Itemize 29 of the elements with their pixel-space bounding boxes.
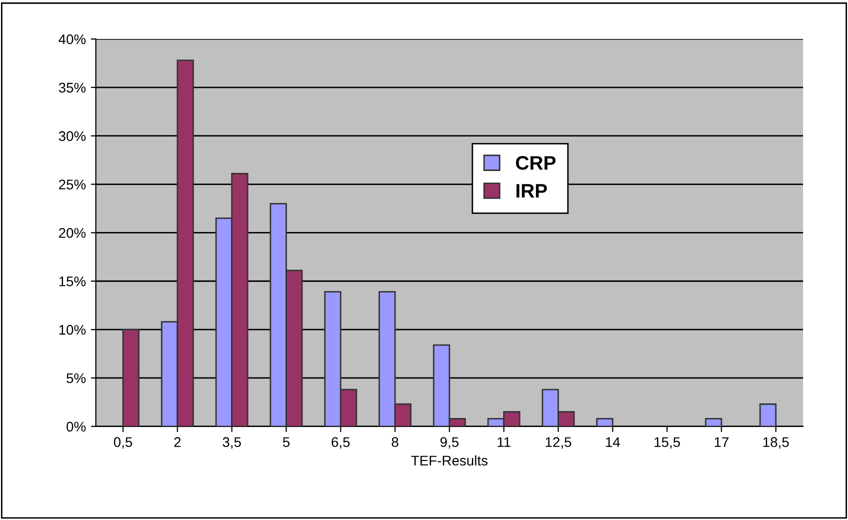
x-tick-label: 3,5 <box>222 437 241 449</box>
x-tick-label: 5 <box>282 437 290 448</box>
x-tick-label: 0,5 <box>114 437 132 449</box>
x-tick-label: 15,5 <box>654 437 680 449</box>
bar <box>759 403 777 426</box>
y-tick-label: 20% <box>59 228 86 238</box>
x-axis-title: TEF-Results <box>411 455 488 466</box>
bar <box>596 418 614 426</box>
x-tick-label: 18,5 <box>763 437 789 449</box>
y-tick-label: 40% <box>58 34 86 44</box>
x-tick-label: 14 <box>606 437 620 447</box>
bar <box>704 418 722 426</box>
x-tick-label: 8 <box>392 437 398 448</box>
y-tick-label: 25% <box>59 180 86 190</box>
y-tick-label: 30% <box>58 131 86 142</box>
legend-label: IRP <box>516 184 547 198</box>
x-tick-label: 9,5 <box>440 437 459 449</box>
y-tick-label: 0% <box>66 422 86 432</box>
x-tick-label: 2 <box>174 437 181 447</box>
x-tick-label: 11 <box>498 437 510 447</box>
legend-label: CRP <box>516 156 556 170</box>
y-tick-label: 5% <box>66 373 86 384</box>
y-tick-label: 10% <box>59 324 86 335</box>
x-tick-label: 12,5 <box>546 437 572 449</box>
y-tick-label: 15% <box>59 276 86 286</box>
y-tick-label: 35% <box>58 82 86 93</box>
bar <box>122 328 140 426</box>
x-tick-label: 6,5 <box>332 437 350 449</box>
x-tick-label: 17 <box>714 437 728 447</box>
